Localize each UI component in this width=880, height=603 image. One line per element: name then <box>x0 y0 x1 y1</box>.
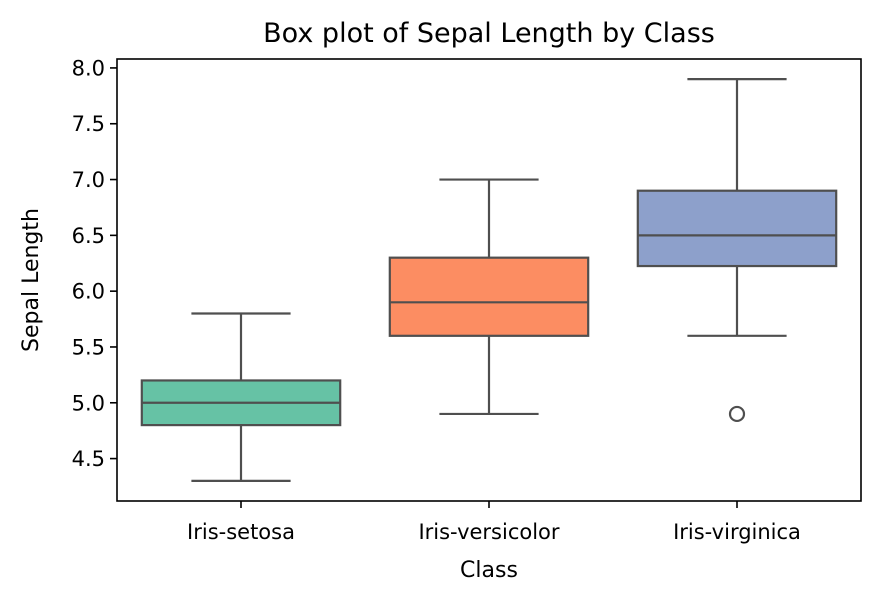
y-tick-label: 4.5 <box>72 447 105 471</box>
y-axis-label: Sepal Length <box>19 208 44 352</box>
plot-area <box>140 77 838 483</box>
outlier-point <box>728 405 746 423</box>
y-tick-label: 7.5 <box>72 112 105 136</box>
box-group <box>636 77 838 423</box>
box-group <box>140 312 342 483</box>
x-axis-label: Class <box>460 558 518 583</box>
y-tick-label: 5.5 <box>72 335 105 359</box>
y-tick-label: 5.0 <box>72 391 105 415</box>
x-tick-label: Iris-setosa <box>187 520 295 544</box>
x-tick-label: Iris-versicolor <box>418 520 559 544</box>
y-tick-label: 7.0 <box>72 168 105 192</box>
y-axis: 4.5 5.0 5.5 6.0 6.5 7.0 7.5 8.0 <box>72 56 117 471</box>
y-tick-label: 8.0 <box>72 56 105 80</box>
y-tick-label: 6.5 <box>72 224 105 248</box>
y-tick-label: 6.0 <box>72 280 105 304</box>
x-axis: Iris-setosa Iris-versicolor Iris-virginica <box>187 501 801 544</box>
box <box>388 256 590 337</box>
x-tick-label: Iris-virginica <box>673 520 801 544</box>
box <box>636 189 838 268</box>
box-group <box>388 178 590 416</box>
chart-title: Box plot of Sepal Length by Class <box>263 18 715 49</box>
